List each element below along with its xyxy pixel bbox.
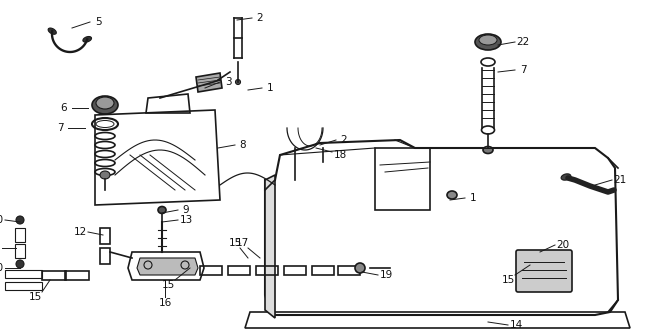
Text: 18: 18 [333,150,346,160]
Text: 10: 10 [0,263,3,273]
Ellipse shape [479,35,497,45]
Text: 2: 2 [341,135,347,145]
Text: 19: 19 [380,270,393,280]
Text: 17: 17 [235,238,248,248]
Text: 16: 16 [159,298,172,308]
Text: 21: 21 [614,175,627,185]
Text: 10: 10 [0,215,3,225]
Text: 2: 2 [257,13,263,23]
Polygon shape [196,73,222,92]
Ellipse shape [483,147,493,154]
Text: 7: 7 [57,123,63,133]
Text: 15: 15 [29,292,42,302]
Ellipse shape [100,171,110,179]
Text: 15: 15 [228,238,242,248]
Text: 8: 8 [240,140,246,150]
Text: 14: 14 [510,320,523,330]
Text: 15: 15 [501,275,515,285]
Text: 7: 7 [520,65,526,75]
Text: 5: 5 [95,17,101,27]
Polygon shape [137,258,198,275]
Ellipse shape [355,263,365,273]
Ellipse shape [96,97,114,109]
Ellipse shape [475,34,501,50]
Ellipse shape [16,216,24,224]
Ellipse shape [48,28,57,34]
Text: 22: 22 [516,37,530,47]
Text: 15: 15 [161,280,175,290]
Text: 12: 12 [73,227,86,237]
Ellipse shape [92,96,118,114]
Text: 6: 6 [60,103,68,113]
Text: 1: 1 [266,83,273,93]
Polygon shape [265,175,275,318]
Text: 20: 20 [556,240,569,250]
Ellipse shape [83,37,92,42]
FancyBboxPatch shape [516,250,572,292]
Ellipse shape [16,260,24,268]
Ellipse shape [158,206,166,213]
Text: 1: 1 [470,193,476,203]
Text: 9: 9 [183,205,189,215]
Text: 13: 13 [179,215,192,225]
Ellipse shape [561,174,571,180]
Ellipse shape [447,191,457,199]
Text: 3: 3 [225,77,231,87]
Ellipse shape [235,80,240,85]
